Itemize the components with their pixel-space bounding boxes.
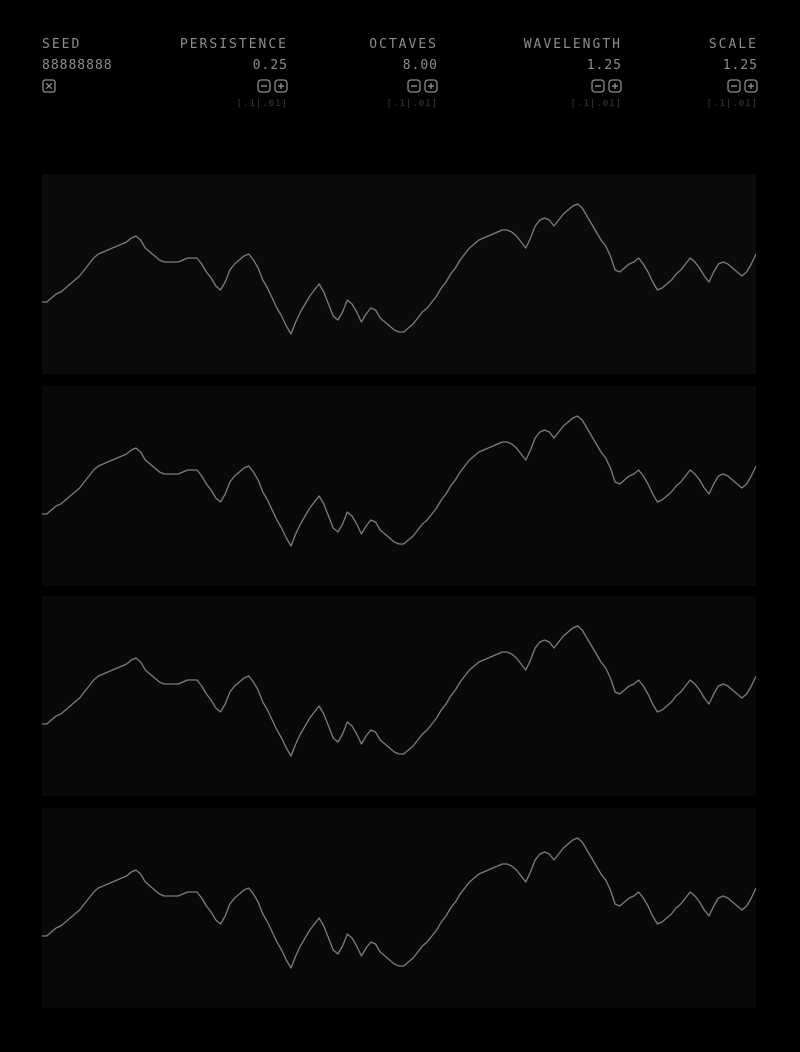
minus-icon[interactable]	[591, 79, 605, 93]
octaves-control: OCTAVES 8.00 [.1|.01]	[338, 36, 438, 126]
minus-icon[interactable]	[407, 79, 421, 93]
persistence-value: 0.25	[252, 58, 288, 73]
persistence-step-hint: [.1|.01]	[236, 99, 288, 109]
noise-plot-panel	[42, 808, 756, 1008]
noise-plot-panel	[42, 596, 756, 796]
scale-value: 1.25	[722, 58, 758, 73]
noise-plot-svg	[42, 625, 756, 757]
minus-icon[interactable]	[727, 79, 741, 93]
scale-control: SCALE 1.25 [.1|.01]	[658, 36, 758, 126]
plus-icon[interactable]	[608, 79, 622, 93]
noise-line	[42, 203, 756, 335]
wavelength-control: WAVELENGTH 1.25 [.1|.01]	[492, 36, 622, 126]
dice-icon[interactable]	[42, 79, 56, 93]
noise-controls: SEED 88888888 PERSISTENCE 0.25 [.1|.01]	[42, 36, 758, 126]
persistence-control: PERSISTENCE 0.25 [.1|.01]	[168, 36, 288, 126]
octaves-step-hint: [.1|.01]	[386, 99, 438, 109]
plus-icon[interactable]	[744, 79, 758, 93]
octaves-value: 8.00	[402, 58, 438, 73]
noise-plot-panel	[42, 174, 756, 374]
noise-line	[42, 837, 756, 969]
plus-icon[interactable]	[274, 79, 288, 93]
noise-plot-svg	[42, 415, 756, 547]
seed-control: SEED 88888888	[42, 36, 142, 126]
wavelength-step-hint: [.1|.01]	[570, 99, 622, 109]
scale-step-hint: [.1|.01]	[706, 99, 758, 109]
wavelength-label: WAVELENGTH	[523, 37, 622, 52]
minus-icon[interactable]	[257, 79, 271, 93]
noise-line	[42, 415, 756, 547]
noise-plot-svg	[42, 203, 756, 335]
seed-value[interactable]: 88888888	[42, 58, 113, 73]
scale-label: SCALE	[708, 37, 758, 52]
persistence-label: PERSISTENCE	[179, 37, 288, 52]
wavelength-value: 1.25	[586, 58, 622, 73]
octaves-label: OCTAVES	[369, 37, 438, 52]
noise-plot-svg	[42, 837, 756, 969]
plus-icon[interactable]	[424, 79, 438, 93]
seed-label: SEED	[42, 37, 82, 52]
noise-line	[42, 625, 756, 757]
noise-plot-panel	[42, 386, 756, 586]
